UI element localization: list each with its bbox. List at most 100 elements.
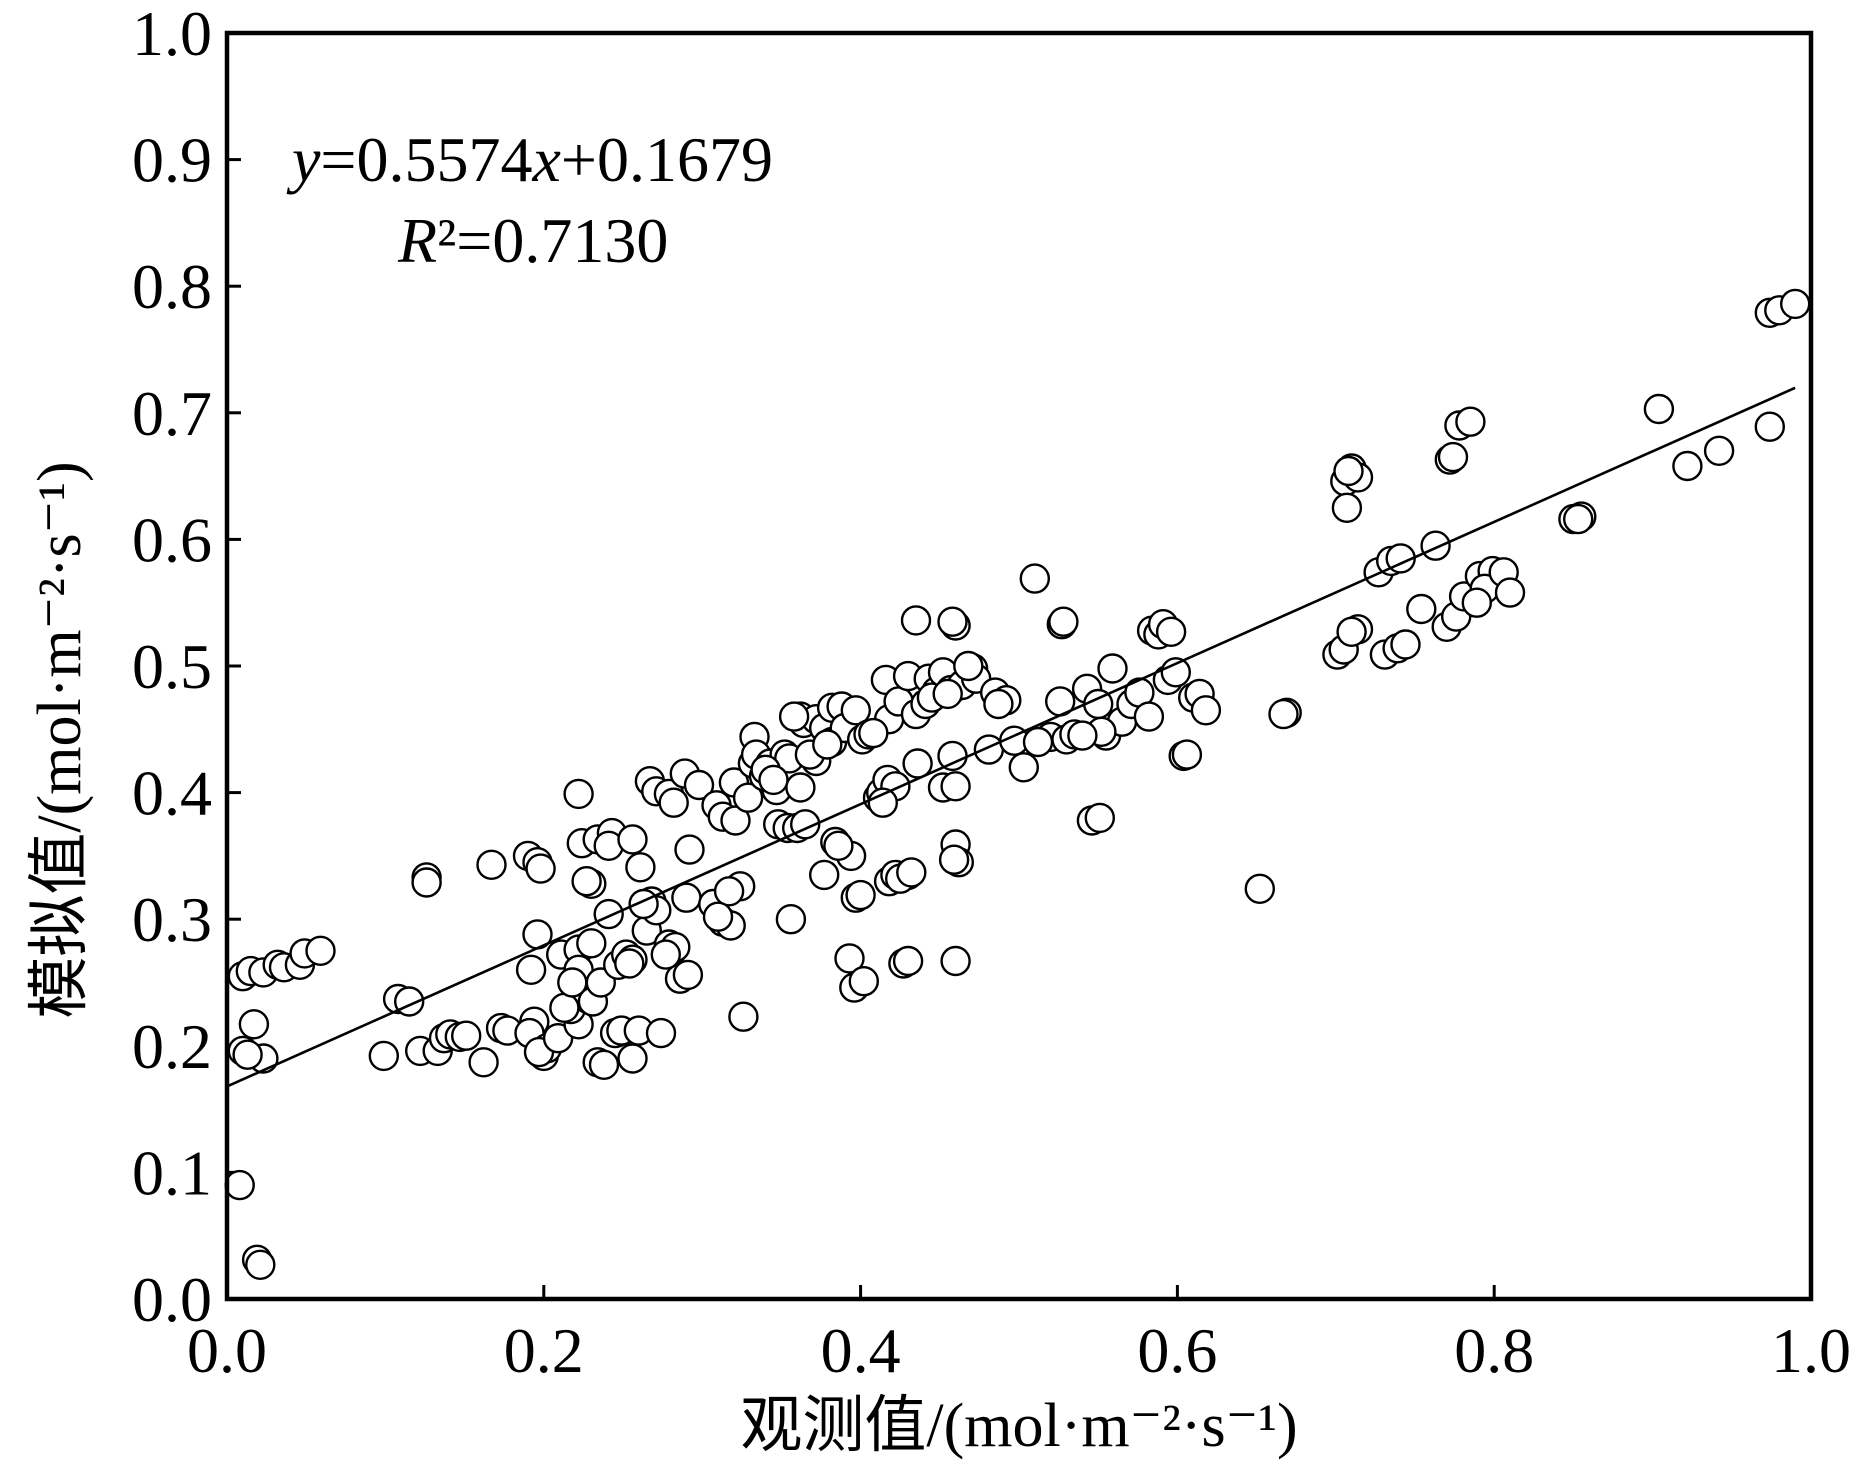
data-point (411, 867, 442, 898)
data-points (224, 288, 1811, 1281)
data-point (1420, 530, 1451, 561)
data-point (625, 852, 656, 883)
data-point (940, 771, 971, 802)
data-point (713, 876, 745, 907)
data-point (809, 859, 840, 891)
y-tick-label: 0.2 (132, 1011, 212, 1082)
y-tick-label: 0.4 (132, 758, 212, 829)
data-point (1336, 616, 1367, 647)
y-axis-title: 模拟值/(mol·m⁻²·s⁻¹) (26, 461, 94, 1018)
data-point (848, 966, 879, 997)
data-point (593, 898, 624, 930)
data-point (1331, 492, 1363, 523)
y-tick-label: 0.9 (132, 125, 212, 196)
data-point (1190, 695, 1222, 726)
y-tick-label: 0.0 (132, 1264, 212, 1335)
data-point (1008, 752, 1039, 783)
data-point (674, 834, 705, 865)
data-point (937, 740, 968, 772)
data-point (1779, 288, 1811, 320)
data-point (1097, 653, 1128, 684)
data-point (728, 1001, 759, 1032)
y-tick-label: 0.7 (132, 378, 212, 449)
regression-equation: y=0.5574x+0.1679 (286, 124, 773, 195)
data-point (778, 701, 810, 732)
data-point (1268, 698, 1299, 730)
data-point (812, 729, 843, 760)
data-point (1048, 606, 1079, 637)
data-point (937, 606, 968, 637)
data-point (1244, 873, 1276, 904)
data-point (1437, 441, 1469, 473)
data-point (892, 945, 924, 977)
data-point (368, 1040, 399, 1072)
data-point (557, 967, 588, 998)
x-axis-title: 观测值/(mol·m⁻²·s⁻¹) (740, 1392, 1297, 1460)
data-point (245, 1249, 276, 1281)
data-point (1754, 411, 1786, 442)
data-point (1643, 393, 1675, 425)
data-point (900, 605, 932, 636)
data-point (858, 717, 889, 749)
data-point (775, 904, 807, 935)
data-point (720, 805, 751, 836)
data-point (1160, 657, 1192, 688)
data-point (232, 1039, 263, 1070)
y-tick-label: 0.6 (132, 504, 212, 575)
y-tick-label: 0.8 (132, 251, 212, 322)
data-point (702, 901, 734, 932)
data-point (617, 824, 648, 855)
data-point (571, 866, 602, 897)
data-point (672, 959, 704, 991)
y-tick-label: 1.0 (132, 0, 212, 69)
data-point (896, 857, 927, 888)
data-point (1390, 629, 1421, 660)
data-point (671, 882, 702, 913)
data-point (683, 769, 715, 801)
data-point (1406, 593, 1437, 625)
data-point (563, 778, 594, 810)
data-point (650, 939, 681, 970)
data-point (840, 695, 871, 726)
data-point (785, 772, 816, 803)
r-squared-annotation: R²=0.7130 (397, 205, 668, 276)
x-tick-label: 0.6 (1137, 1315, 1217, 1386)
data-point (515, 954, 547, 985)
data-point (1562, 503, 1594, 535)
data-point (932, 678, 963, 710)
data-point (1022, 726, 1054, 758)
data-point (834, 943, 865, 974)
data-point (1067, 720, 1098, 751)
x-tick-label: 0.0 (187, 1315, 267, 1386)
data-point (614, 948, 645, 979)
x-tick-label: 0.4 (821, 1315, 901, 1386)
x-tick-label: 0.2 (504, 1315, 584, 1386)
data-point (973, 734, 1005, 765)
data-point (1171, 739, 1203, 770)
data-point (940, 945, 971, 977)
regression-line (226, 386, 1796, 1088)
data-point (1084, 802, 1116, 834)
data-point (732, 782, 764, 813)
y-tick-label: 0.1 (132, 1137, 212, 1208)
data-point (1703, 435, 1735, 466)
plot-frame (224, 30, 1814, 1302)
data-point (525, 853, 556, 884)
data-point (645, 1017, 677, 1049)
data-point (1672, 450, 1703, 482)
data-point (983, 688, 1014, 720)
data-point (1494, 577, 1526, 608)
data-point (1133, 701, 1165, 732)
data-point (576, 928, 607, 959)
data-point (953, 650, 984, 682)
data-point (658, 787, 689, 818)
data-point (938, 844, 970, 875)
data-point (451, 1020, 482, 1051)
data-point (588, 1049, 620, 1081)
data-point (1333, 455, 1364, 487)
data-point (1155, 616, 1187, 647)
y-tick-label: 0.5 (132, 631, 212, 702)
data-point (476, 849, 507, 880)
